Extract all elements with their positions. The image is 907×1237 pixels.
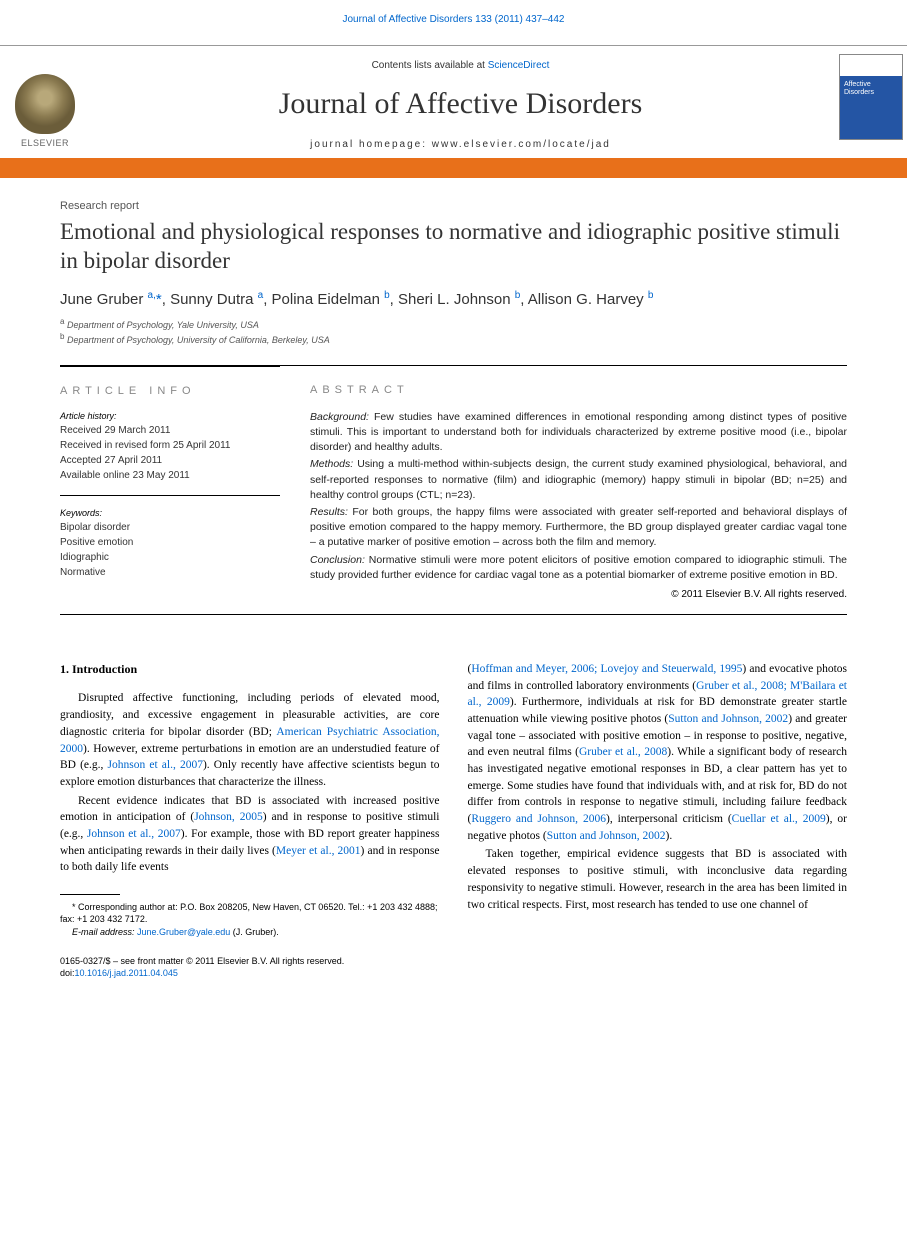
publisher-label: ELSEVIER	[21, 138, 69, 148]
footnote-separator	[60, 894, 120, 895]
footer-block: 0165-0327/$ – see front matter © 2011 El…	[60, 955, 440, 980]
article-type: Research report	[60, 200, 847, 212]
keyword: Positive emotion	[60, 535, 280, 550]
body-paragraph: Disrupted affective functioning, includi…	[60, 690, 440, 790]
sciencedirect-link[interactable]: ScienceDirect	[488, 60, 550, 71]
citation-header: Journal of Affective Disorders 133 (2011…	[0, 0, 907, 45]
cover-thumbnail	[831, 46, 907, 158]
citation-link[interactable]: Journal of Affective Disorders 133 (2011…	[343, 14, 565, 25]
body-right-column: (Hoffman and Meyer, 2006; Lovejoy and St…	[468, 661, 848, 980]
history-item: Received 29 March 2011	[60, 423, 280, 438]
divider	[60, 614, 847, 615]
body-columns: 1. Introduction Disrupted affective func…	[60, 661, 847, 980]
elsevier-tree-icon	[15, 74, 75, 134]
history-label: Article history:	[60, 411, 280, 421]
body-left-column: 1. Introduction Disrupted affective func…	[60, 661, 440, 980]
abstract-label: ABSTRACT	[310, 384, 847, 396]
article-title: Emotional and physiological responses to…	[60, 218, 847, 276]
keyword: Idiographic	[60, 550, 280, 565]
homepage-url[interactable]: www.elsevier.com/locate/jad	[432, 139, 611, 150]
abstract-column: ABSTRACT Background: Few studies have ex…	[310, 384, 847, 600]
article-info-column: ARTICLE INFO Article history: Received 2…	[60, 366, 280, 600]
affiliation-a: a Department of Psychology, Yale Univers…	[60, 316, 847, 332]
history-item: Received in revised form 25 April 2011	[60, 438, 280, 453]
cover-image	[839, 54, 903, 140]
body-paragraph: (Hoffman and Meyer, 2006; Lovejoy and St…	[468, 661, 848, 844]
affiliation-b: b Department of Psychology, University o…	[60, 331, 847, 347]
affiliations: a Department of Psychology, Yale Univers…	[60, 316, 847, 347]
info-label: ARTICLE INFO	[60, 385, 280, 397]
contents-prefix: Contents lists available at	[372, 60, 488, 71]
publisher-logo-block: ELSEVIER	[0, 46, 90, 158]
homepage-line: journal homepage: www.elsevier.com/locat…	[100, 139, 821, 150]
keywords-label: Keywords:	[60, 508, 280, 518]
history-item: Available online 23 May 2011	[60, 468, 280, 483]
homepage-prefix: journal homepage:	[310, 139, 432, 150]
authors-line: June Gruber a,*, Sunny Dutra a, Polina E…	[60, 290, 847, 308]
history-item: Accepted 27 April 2011	[60, 453, 280, 468]
journal-name: Journal of Affective Disorders	[100, 87, 821, 121]
section-heading: 1. Introduction	[60, 661, 440, 678]
contents-line: Contents lists available at ScienceDirec…	[100, 60, 821, 71]
history-block: Article history: Received 29 March 2011 …	[60, 411, 280, 496]
keyword: Bipolar disorder	[60, 520, 280, 535]
keyword: Normative	[60, 565, 280, 580]
footer-copyright: 0165-0327/$ – see front matter © 2011 El…	[60, 955, 440, 968]
footer-doi: doi:10.1016/j.jad.2011.04.045	[60, 967, 440, 980]
masthead-center: Contents lists available at ScienceDirec…	[90, 46, 831, 158]
doi-link[interactable]: 10.1016/j.jad.2011.04.045	[75, 968, 178, 978]
orange-bar	[0, 158, 907, 178]
corresponding-author-footnote: * Corresponding author at: P.O. Box 2082…	[60, 901, 440, 926]
masthead: ELSEVIER Contents lists available at Sci…	[0, 45, 907, 158]
email-footnote: E-mail address: June.Gruber@yale.edu (J.…	[60, 926, 440, 939]
body-paragraph: Recent evidence indicates that BD is ass…	[60, 793, 440, 876]
info-abstract-row: ARTICLE INFO Article history: Received 2…	[60, 365, 847, 600]
abstract-copyright: © 2011 Elsevier B.V. All rights reserved…	[310, 589, 847, 600]
email-link[interactable]: June.Gruber@yale.edu	[137, 927, 230, 937]
body-paragraph: Taken together, empirical evidence sugge…	[468, 846, 848, 913]
abstract-text: Background: Few studies have examined di…	[310, 410, 847, 583]
